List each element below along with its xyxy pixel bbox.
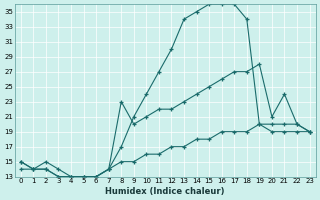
X-axis label: Humidex (Indice chaleur): Humidex (Indice chaleur) [106, 187, 225, 196]
